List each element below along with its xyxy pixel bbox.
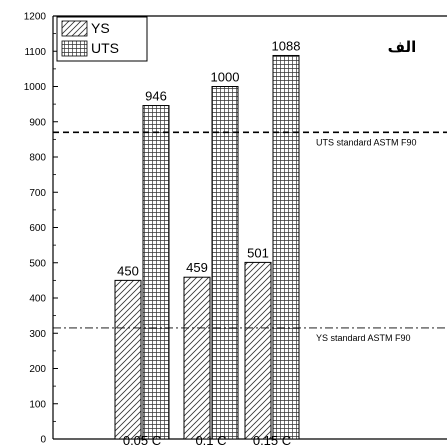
y-tick-label: 500 — [29, 258, 46, 269]
corner-label: الف — [388, 38, 417, 56]
data-label-uts: 946 — [145, 89, 167, 104]
y-tick-label: 0 — [40, 435, 46, 446]
legend-swatch-ys — [61, 20, 88, 37]
bar-uts-1 — [211, 86, 239, 440]
data-label-uts: 1000 — [211, 70, 240, 85]
data-label-uts: 1088 — [272, 38, 301, 53]
data-label-ys: 450 — [117, 263, 139, 278]
x-category-label: 0.05 C — [123, 433, 161, 448]
data-label-ys: 501 — [247, 245, 269, 260]
y-tick-label: 1000 — [24, 82, 47, 93]
bar-ys-0 — [114, 279, 142, 440]
bar-ys-2 — [244, 261, 272, 440]
y-tick-label: 900 — [29, 117, 46, 128]
y-tick-label: 1200 — [24, 12, 47, 23]
y-tick-label: 100 — [29, 399, 46, 410]
y-tick-label: 200 — [29, 364, 46, 375]
data-label-ys: 459 — [186, 260, 208, 275]
reference-line-label: YS standard ASTM F90 — [316, 333, 411, 343]
bar-ys-1 — [183, 276, 211, 440]
y-tick-label: 400 — [29, 294, 46, 305]
legend-label-uts: UTS — [91, 40, 119, 56]
bar-uts-2 — [272, 54, 300, 440]
legend-label-ys: YS — [91, 20, 110, 36]
y-tick-label: 600 — [29, 223, 46, 234]
legend-swatch-uts — [61, 40, 88, 57]
legend: YS UTS — [56, 16, 148, 62]
y-tick-label: 700 — [29, 188, 46, 199]
bar-uts-0 — [142, 105, 170, 440]
y-tick-label: 1100 — [24, 47, 46, 58]
y-tick-label: 300 — [29, 329, 46, 340]
x-category-label: 0.15 C — [253, 433, 291, 448]
y-tick-label: 800 — [29, 153, 46, 164]
x-category-label: 0.1 C — [195, 433, 226, 448]
reference-line-label: UTS standard ASTM F90 — [316, 137, 417, 147]
plot-area: 0 100 200 300 400 500 600 700 800 900 1000 1100 1200… — [24, 12, 447, 448]
